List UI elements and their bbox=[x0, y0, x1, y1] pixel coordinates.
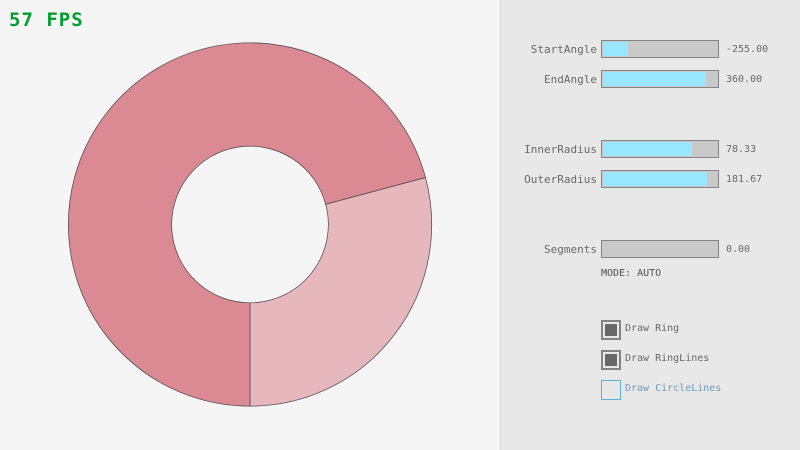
segments-label: Segments bbox=[544, 243, 597, 256]
outer-radius-slider[interactable] bbox=[601, 170, 719, 188]
mode-label: MODE: AUTO bbox=[601, 268, 662, 279]
ring-sector bbox=[68, 42, 426, 407]
draw-ring-checkbox[interactable] bbox=[601, 320, 621, 340]
draw-ringlines-label[interactable]: Draw RingLines bbox=[625, 353, 710, 364]
controls-panel: StartAngle -255.00 EndAngle 360.00 Inner… bbox=[500, 0, 800, 450]
ring-overlap-sector bbox=[249, 177, 432, 407]
draw-circlelines-label[interactable]: Draw CircleLines bbox=[625, 383, 722, 394]
inner-radius-label: InnerRadius bbox=[524, 143, 597, 156]
start-angle-label: StartAngle bbox=[530, 43, 597, 56]
outer-radius-label: OuterRadius bbox=[524, 173, 597, 186]
segments-slider[interactable] bbox=[601, 240, 719, 258]
end-angle-value: 360.00 bbox=[726, 74, 763, 85]
inner-radius-slider[interactable] bbox=[601, 140, 719, 158]
draw-circlelines-checkbox[interactable] bbox=[601, 380, 621, 400]
outer-radius-value: 181.67 bbox=[726, 174, 763, 185]
inner-radius-value: 78.33 bbox=[726, 144, 757, 155]
segments-value: 0.00 bbox=[726, 244, 751, 255]
end-angle-slider[interactable] bbox=[601, 70, 719, 88]
draw-ringlines-checkbox[interactable] bbox=[601, 350, 621, 370]
fps-counter: 57 FPS bbox=[9, 9, 84, 31]
start-angle-slider[interactable] bbox=[601, 40, 719, 58]
ring-canvas bbox=[68, 42, 432, 407]
end-angle-label: EndAngle bbox=[544, 73, 597, 86]
start-angle-value: -255.00 bbox=[726, 44, 769, 55]
draw-ring-label[interactable]: Draw Ring bbox=[625, 323, 680, 334]
